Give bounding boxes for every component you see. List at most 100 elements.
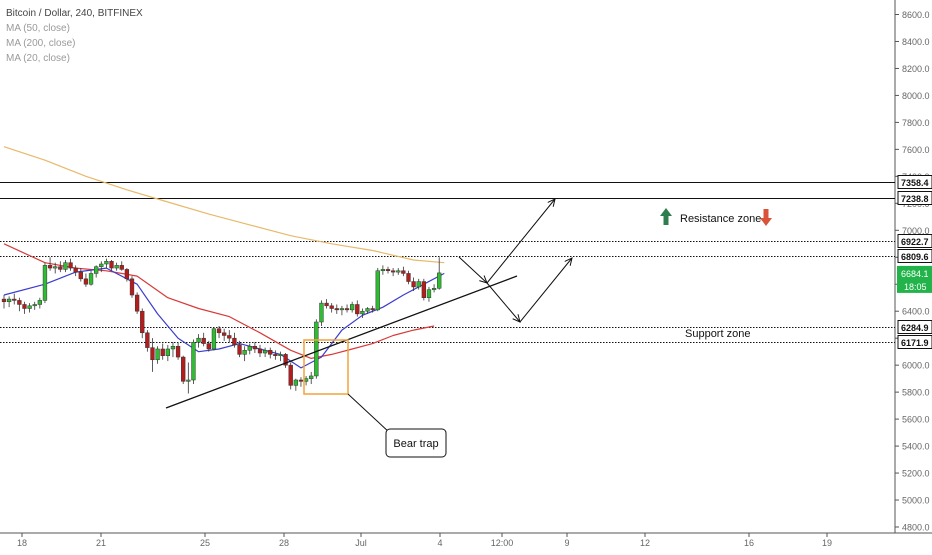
x-tick-label: 28 (279, 538, 289, 548)
candle (324, 299, 329, 309)
candle (191, 339, 196, 385)
x-tick-label: Jul (355, 538, 367, 548)
symbol-title[interactable]: Bitcoin / Dollar, 240, BITFINEX (6, 8, 143, 19)
candle-body (350, 304, 355, 311)
candle (124, 268, 130, 282)
candle (140, 308, 145, 339)
candle (170, 342, 176, 358)
candle-body (370, 308, 375, 311)
price-level-tag-label: 6809.6 (901, 252, 929, 262)
y-tick-label: 8600.0 (902, 10, 930, 20)
candle-body (42, 265, 48, 301)
candle-body (242, 350, 247, 355)
bear-trap-callout-line (347, 393, 391, 434)
candle-body (165, 348, 170, 356)
chart-legend: Bitcoin / Dollar, 240, BITFINEX MA (50, … (6, 6, 143, 66)
candle (227, 330, 232, 343)
y-tick-label: 5200.0 (902, 469, 930, 479)
candle-body (324, 302, 329, 307)
candle-body (119, 265, 124, 270)
candle (314, 319, 319, 379)
candle (232, 332, 237, 348)
candle-body (375, 270, 380, 311)
candle-body (416, 281, 421, 288)
candle (134, 292, 140, 314)
candle-body (355, 304, 360, 315)
candle-body (211, 328, 217, 350)
y-tick-label: 5400.0 (902, 442, 930, 452)
price-level-tag-label: 7358.4 (901, 178, 929, 188)
legend-ma50[interactable]: MA (50, close) (6, 23, 70, 34)
candle (334, 304, 339, 314)
candle (222, 328, 227, 341)
price-level-tag-label: 6284.9 (901, 323, 929, 333)
y-tick-label: 4800.0 (902, 523, 930, 533)
candle (375, 268, 380, 312)
price-level-tag: 6284.9 (897, 320, 932, 334)
candle-body (396, 270, 401, 273)
candle-body (94, 266, 99, 274)
x-tick-label: 16 (744, 538, 754, 548)
candle (309, 371, 314, 385)
candle (6, 296, 12, 308)
candle (390, 268, 396, 277)
candle (27, 303, 32, 313)
candle (257, 344, 263, 358)
y-tick-label: 8200.0 (902, 64, 930, 74)
candle-body (273, 354, 278, 356)
candle-body (58, 266, 63, 270)
candle (216, 326, 222, 339)
candle (293, 378, 298, 391)
candle (83, 273, 89, 287)
legend-ma20[interactable]: MA (20, close) (6, 53, 70, 64)
candle-body (339, 308, 345, 311)
price-level-tag-box (897, 335, 932, 349)
y-tick-label: 5000.0 (902, 496, 930, 506)
candle (119, 261, 124, 271)
y-tick-label: 6000.0 (902, 361, 930, 371)
price-level-tag-box (897, 234, 932, 248)
x-tick-label: 9 (564, 538, 569, 548)
candle (12, 293, 17, 305)
candle (344, 304, 350, 313)
candle (181, 355, 186, 385)
bar-countdown-label: 18:05 (904, 282, 927, 292)
price-level-tag-label: 6922.7 (901, 237, 929, 247)
candle (426, 286, 432, 302)
candle (252, 342, 258, 354)
candle-body (390, 270, 396, 273)
candle (247, 343, 252, 355)
candle-body (37, 300, 42, 305)
candle (22, 301, 27, 314)
x-tick-label: 12 (640, 538, 650, 548)
candle-body (237, 344, 242, 355)
candle-body (426, 289, 432, 298)
candle-body (360, 310, 365, 315)
candle-body (32, 304, 37, 307)
moving-average-line-ma200 (3, 146, 445, 264)
support-zone-label: Support zone (685, 328, 750, 340)
candle (437, 257, 442, 290)
price-level-tag: 7238.8 (897, 191, 932, 205)
candle (63, 259, 68, 273)
candle-body (109, 261, 114, 269)
candle-body (268, 350, 273, 355)
candle-body (431, 288, 437, 290)
y-tick-label: 6400.0 (902, 307, 930, 317)
candle-body (365, 308, 370, 312)
x-tick-label: 21 (96, 538, 106, 548)
candle (155, 346, 160, 364)
legend-ma200[interactable]: MA (200, close) (6, 38, 76, 49)
last-price-tag: 6684.1 18:05 (897, 265, 932, 293)
y-tick-label: 7600.0 (902, 145, 930, 155)
candle (278, 351, 283, 362)
candle (206, 340, 211, 352)
candle-body (329, 305, 334, 309)
candle (47, 257, 53, 271)
candle-body (278, 354, 283, 356)
candle-body (6, 298, 12, 303)
last-price-tag-box (897, 265, 932, 293)
candle (421, 278, 426, 301)
